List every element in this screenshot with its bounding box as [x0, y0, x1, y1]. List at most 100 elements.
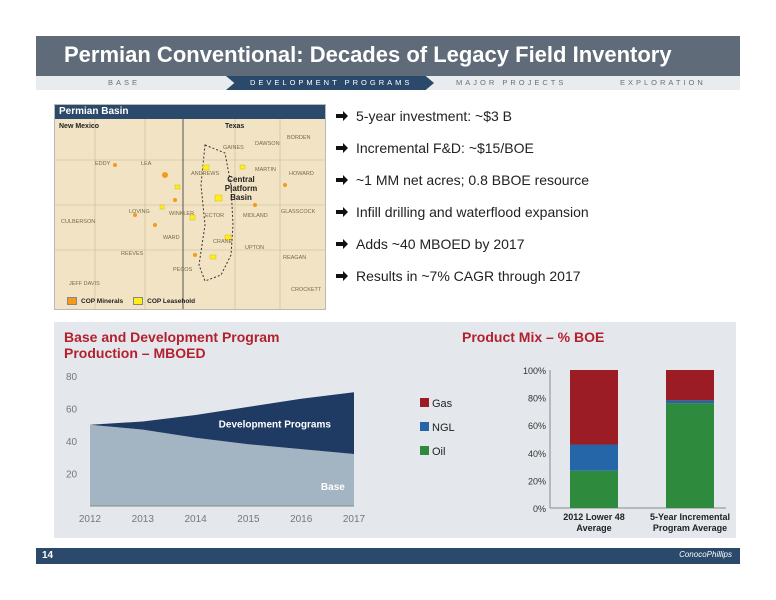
county-label: CRANE [213, 239, 233, 245]
arrow-right-icon [336, 207, 348, 217]
county-label: DAWSON [255, 141, 280, 147]
bar-segment-gas [666, 370, 714, 401]
central-platform-basin-label: Central Platform Basin [224, 175, 258, 202]
county-label: CULBERSON [61, 219, 96, 225]
bullet-text: Infill drilling and waterflood expansion [356, 204, 589, 220]
section-nav: BASE DEVELOPMENT PROGRAMS MAJOR PROJECTS… [36, 76, 740, 90]
minerals-swatch [67, 297, 77, 305]
y-tick-label: 80% [528, 394, 546, 404]
x-tick-label: 2014 [184, 514, 207, 525]
bullet-text: Incremental F&D: ~$15/BOE [356, 140, 534, 156]
x-tick-label: 2017 [343, 514, 366, 525]
county-label: REEVES [121, 251, 144, 257]
bullet-text: Adds ~40 MBOED by 2017 [356, 236, 525, 252]
production-chart-title-line2: Production – MBOED [64, 345, 206, 361]
bar-segment-oil [570, 470, 618, 508]
legend-swatch-oil [420, 446, 429, 455]
company-logo: ConocoPhillips [679, 550, 732, 559]
arrow-right-icon [336, 143, 348, 153]
bullet-text: 5-year investment: ~$3 B [356, 108, 513, 124]
bar-segment-ngl [666, 400, 714, 404]
county-label: UPTON [245, 245, 265, 251]
legend-label-oil: Oil [432, 446, 445, 458]
series-label-development: Development Programs [219, 419, 332, 430]
list-item: Results in ~7% CAGR through 2017 [336, 260, 736, 292]
x-tick-label: 2015 [237, 514, 260, 525]
arrow-right-icon [336, 239, 348, 249]
y-tick-label: 60% [528, 421, 546, 431]
y-tick-label: 80 [66, 372, 78, 383]
list-item: 5-year investment: ~$3 B [336, 100, 736, 132]
arrow-right-icon [336, 111, 348, 121]
charts-panel: Base and Development Program Production … [54, 322, 736, 538]
county-label: EDDY [95, 161, 111, 167]
nav-item-development-programs[interactable]: DEVELOPMENT PROGRAMS [226, 76, 434, 90]
nav-item-label: DEVELOPMENT PROGRAMS [250, 78, 413, 87]
county-label: LEA [141, 161, 152, 167]
county-label: HOWARD [289, 171, 314, 177]
nav-item-exploration[interactable]: EXPLORATION [620, 78, 706, 87]
county-label: ANDREWS [191, 171, 220, 177]
category-label-line2: Average [576, 523, 611, 533]
y-tick-label: 100% [523, 366, 546, 376]
series-label-base: Base [321, 482, 345, 493]
page-number: 14 [42, 550, 54, 561]
legend-swatch-ngl [420, 422, 429, 431]
county-label: JEFF DAVIS [69, 281, 100, 287]
list-item: Infill drilling and waterflood expansion [336, 196, 736, 228]
permian-basin-map: Permian Basin New Mexico Texas BORDEN DA… [54, 104, 326, 310]
production-area-chart: 20 40 60 80 2012 2013 2014 2015 2016 2017 Developm… [66, 372, 366, 525]
page-title: Permian Conventional: Decades of Legacy … [64, 42, 672, 67]
county-label: GAINES [223, 145, 244, 151]
county-label: WINKLER [169, 211, 195, 217]
county-label: LOVING [129, 209, 150, 215]
x-tick-label: 2013 [132, 514, 155, 525]
title-bar: Permian Conventional: Decades of Legacy … [36, 36, 740, 76]
arrow-right-icon [336, 271, 348, 281]
list-item: Incremental F&D: ~$15/BOE [336, 132, 736, 164]
county-label: MARTIN [255, 167, 276, 173]
county-label: CROCKETT [291, 287, 322, 293]
county-label: ECTOR [205, 213, 225, 219]
y-tick-label: 20 [66, 470, 78, 481]
county-label: GLASSCOCK [281, 209, 316, 215]
x-tick-label: 2012 [79, 514, 102, 525]
bullet-text: ~1 MM net acres; 0.8 BBOE resource [356, 172, 590, 188]
y-tick-label: 0% [533, 504, 546, 514]
bullet-text: Results in ~7% CAGR through 2017 [356, 268, 581, 284]
bar-segment-ngl [570, 444, 618, 471]
legend-label-ngl: NGL [432, 422, 455, 434]
map-legend: COP Minerals COP Leasehold [67, 297, 195, 305]
county-label: WARD [163, 235, 180, 241]
county-label: MIDLAND [243, 213, 268, 219]
arrow-right-icon [336, 175, 348, 185]
footer-bar: 14 ConocoPhillips [36, 548, 740, 564]
y-tick-label: 20% [528, 476, 546, 486]
bullet-list: 5-year investment: ~$3 B Incremental F&D… [336, 100, 736, 292]
mix-chart-title: Product Mix – % BOE [462, 329, 605, 345]
category-label-line1: 5-Year Incremental [650, 512, 730, 522]
y-tick-label: 40% [528, 449, 546, 459]
legend-label-gas: Gas [432, 398, 453, 410]
category-label-line2: Program Average [653, 523, 727, 533]
base-area [90, 424, 354, 506]
production-chart-title-line1: Base and Development Program [64, 329, 280, 345]
county-label: BORDEN [287, 135, 311, 141]
development-programs-area [90, 392, 354, 454]
y-tick-label: 40 [66, 437, 78, 448]
category-label-line1: 2012 Lower 48 [563, 512, 625, 522]
list-item: ~1 MM net acres; 0.8 BBOE resource [336, 164, 736, 196]
nav-item-major-projects[interactable]: MAJOR PROJECTS [456, 78, 567, 87]
bar-segment-gas [570, 370, 618, 445]
bar-segment-oil [666, 403, 714, 508]
state-label-texas: Texas [225, 123, 245, 130]
legend-swatch-gas [420, 398, 429, 407]
map-title: Permian Basin [55, 105, 325, 119]
legend-label-leasehold: COP Leasehold [147, 297, 196, 305]
y-tick-label: 60 [66, 405, 78, 416]
x-tick-label: 2016 [290, 514, 313, 525]
nav-item-base[interactable]: BASE [108, 78, 141, 87]
map-graphic [55, 105, 325, 309]
leasehold-swatch [133, 297, 144, 305]
